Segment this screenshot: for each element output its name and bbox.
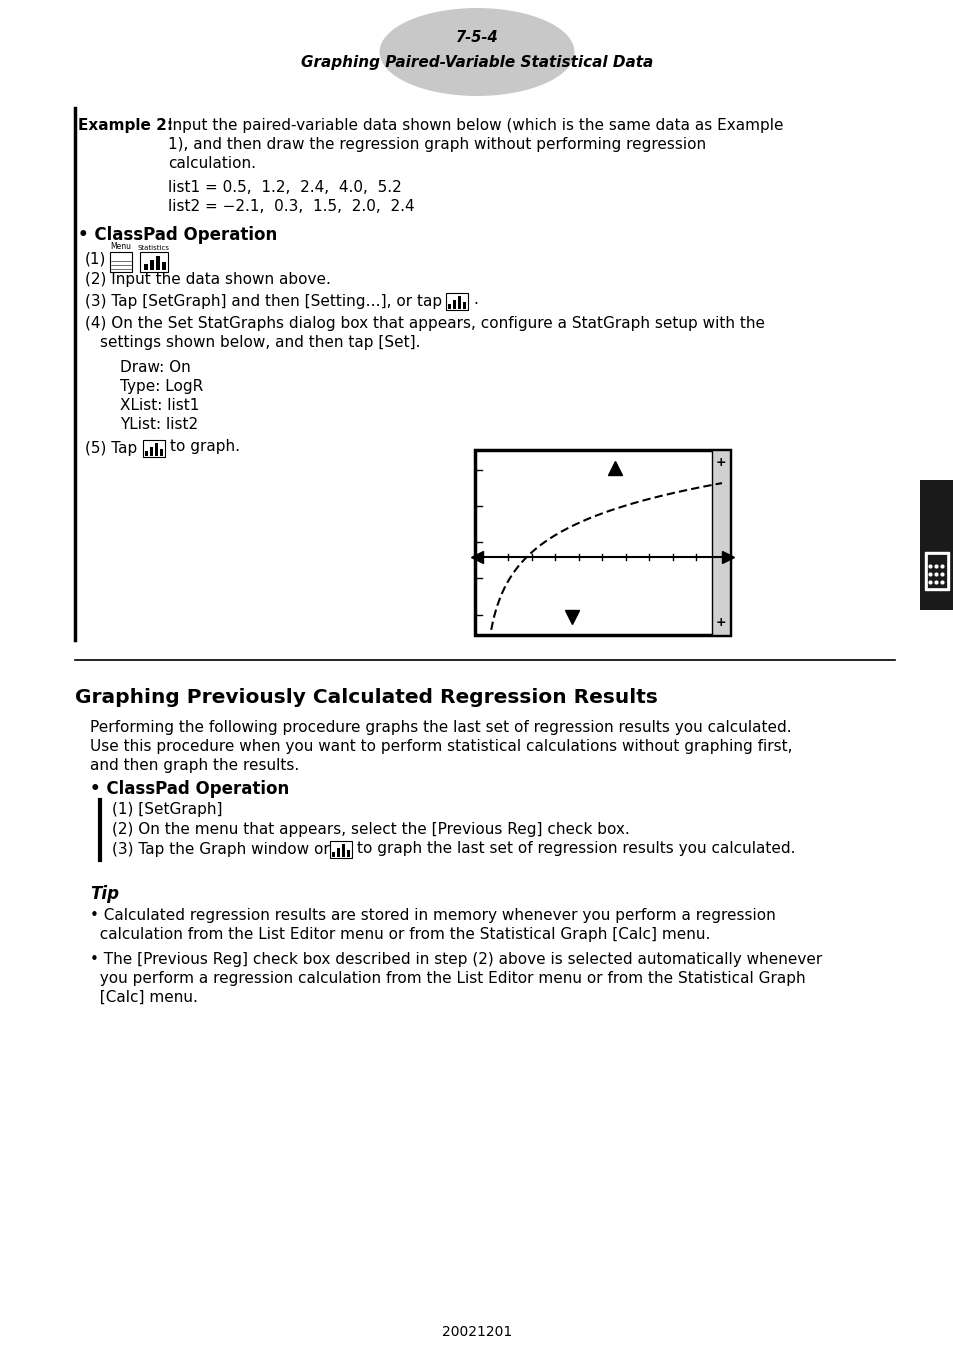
Bar [143, 439, 165, 457]
Bar [341, 844, 345, 857]
Text: to graph the last set of regression results you calculated.: to graph the last set of regression resu… [356, 841, 795, 856]
Text: Graphing Previously Calculated Regression Results: Graphing Previously Calculated Regressio… [75, 688, 658, 707]
Bar [150, 448, 153, 456]
Bar [140, 251, 168, 272]
Text: • Calculated regression results are stored in memory whenever you perform a regr: • Calculated regression results are stor… [90, 909, 775, 923]
Text: 20021201: 20021201 [441, 1325, 512, 1338]
Text: • The [Previous Reg] check box described in step (2) above is selected automatic: • The [Previous Reg] check box described… [90, 952, 821, 967]
Text: Type: LogR: Type: LogR [120, 379, 203, 393]
Text: (2) On the menu that appears, select the [Previous Reg] check box.: (2) On the menu that appears, select the… [112, 822, 629, 837]
Bar [110, 251, 132, 272]
Text: list1 = 0.5,  1.2,  2.4,  4.0,  5.2: list1 = 0.5, 1.2, 2.4, 4.0, 5.2 [168, 180, 401, 195]
Text: 1), and then draw the regression graph without performing regression: 1), and then draw the regression graph w… [168, 137, 705, 151]
Text: Menu: Menu [111, 242, 132, 251]
Bar [919, 480, 953, 610]
Text: Input the paired-variable data shown below (which is the same data as Example: Input the paired-variable data shown bel… [168, 118, 782, 132]
Text: (3) Tap [SetGraph] and then [Setting…], or tap: (3) Tap [SetGraph] and then [Setting…], … [85, 293, 441, 310]
Bar [475, 450, 729, 635]
Text: Draw: On: Draw: On [120, 360, 191, 375]
Text: and then graph the results.: and then graph the results. [90, 758, 299, 773]
Text: +: + [715, 617, 725, 629]
Ellipse shape [379, 8, 574, 96]
Text: Statistics: Statistics [138, 245, 170, 251]
Text: calculation from the List Editor menu or from the Statistical Graph [Calc] menu.: calculation from the List Editor menu or… [90, 927, 710, 942]
Bar [462, 301, 466, 310]
Bar [332, 852, 335, 857]
Text: settings shown below, and then tap [Set].: settings shown below, and then tap [Set]… [100, 335, 420, 350]
Text: Performing the following procedure graphs the last set of regression results you: Performing the following procedure graph… [90, 721, 791, 735]
Text: (5) Tap: (5) Tap [85, 441, 137, 456]
Text: (2) Input the data shown above.: (2) Input the data shown above. [85, 272, 331, 287]
Bar [711, 450, 729, 635]
Text: • ClassPad Operation: • ClassPad Operation [78, 226, 277, 243]
Text: (3) Tap the Graph window or: (3) Tap the Graph window or [112, 842, 330, 857]
Text: (4) On the Set StatGraphs dialog box that appears, configure a StatGraph setup w: (4) On the Set StatGraphs dialog box tha… [85, 316, 764, 331]
Bar [145, 452, 149, 456]
Text: [Calc] menu.: [Calc] menu. [90, 990, 197, 1005]
Bar [347, 850, 350, 857]
Text: .: . [473, 292, 477, 307]
Text: Graphing Paired-Variable Statistical Data: Graphing Paired-Variable Statistical Dat… [300, 54, 653, 69]
Text: Example 2:: Example 2: [78, 118, 172, 132]
Text: to graph.: to graph. [170, 439, 240, 454]
Text: (1): (1) [85, 251, 107, 266]
Bar [457, 296, 461, 310]
FancyBboxPatch shape [924, 552, 948, 589]
Text: YList: list2: YList: list2 [120, 416, 198, 433]
Text: (1) [SetGraph]: (1) [SetGraph] [112, 802, 222, 817]
Bar [448, 304, 451, 310]
Bar [156, 256, 160, 270]
Bar [446, 293, 468, 310]
Text: list2 = −2.1,  0.3,  1.5,  2.0,  2.4: list2 = −2.1, 0.3, 1.5, 2.0, 2.4 [168, 199, 415, 214]
Text: XList: list1: XList: list1 [120, 397, 199, 412]
Bar [162, 262, 166, 270]
Bar [453, 300, 456, 310]
Text: 7-5-4: 7-5-4 [456, 31, 497, 46]
Text: • ClassPad Operation: • ClassPad Operation [90, 780, 289, 798]
Bar [336, 848, 340, 857]
Bar [160, 449, 163, 456]
Bar [144, 264, 148, 270]
Text: Use this procedure when you want to perform statistical calculations without gra: Use this procedure when you want to perf… [90, 740, 792, 754]
Text: calculation.: calculation. [168, 155, 255, 170]
Bar [154, 443, 158, 456]
Text: Tip: Tip [90, 886, 119, 903]
Bar [150, 260, 153, 270]
FancyBboxPatch shape [926, 554, 946, 588]
Text: you perform a regression calculation from the List Editor menu or from the Stati: you perform a regression calculation fro… [90, 971, 804, 986]
Bar [330, 841, 352, 859]
Text: +: + [715, 456, 725, 469]
